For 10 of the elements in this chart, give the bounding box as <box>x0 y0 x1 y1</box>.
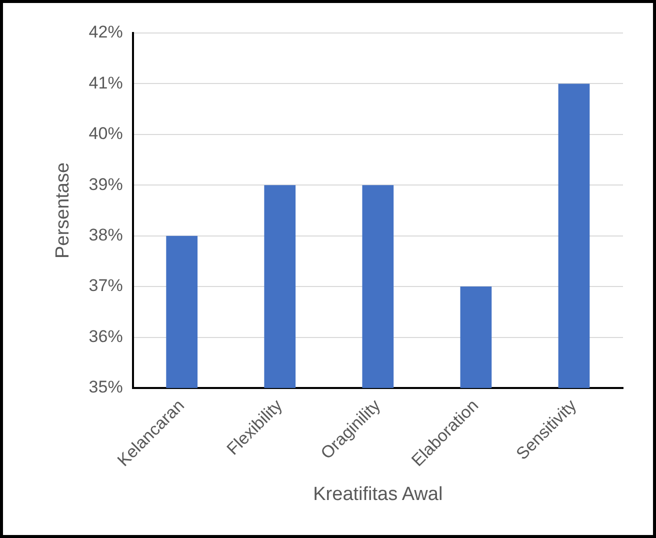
y-tick-label: 41% <box>88 73 123 92</box>
y-tick-label: 37% <box>88 276 123 296</box>
x-axis-title: Kreatifitas Awal <box>313 484 443 505</box>
y-tick-label: 38% <box>88 226 123 245</box>
y-tick-label: 36% <box>88 326 123 346</box>
y-tick-label: 35% <box>88 378 123 397</box>
y-tick-label: 42% <box>88 22 123 42</box>
y-axis-title: Persentase <box>52 162 74 259</box>
y-tick-label: 39% <box>88 174 123 194</box>
y-tick-label: 40% <box>88 124 123 144</box>
